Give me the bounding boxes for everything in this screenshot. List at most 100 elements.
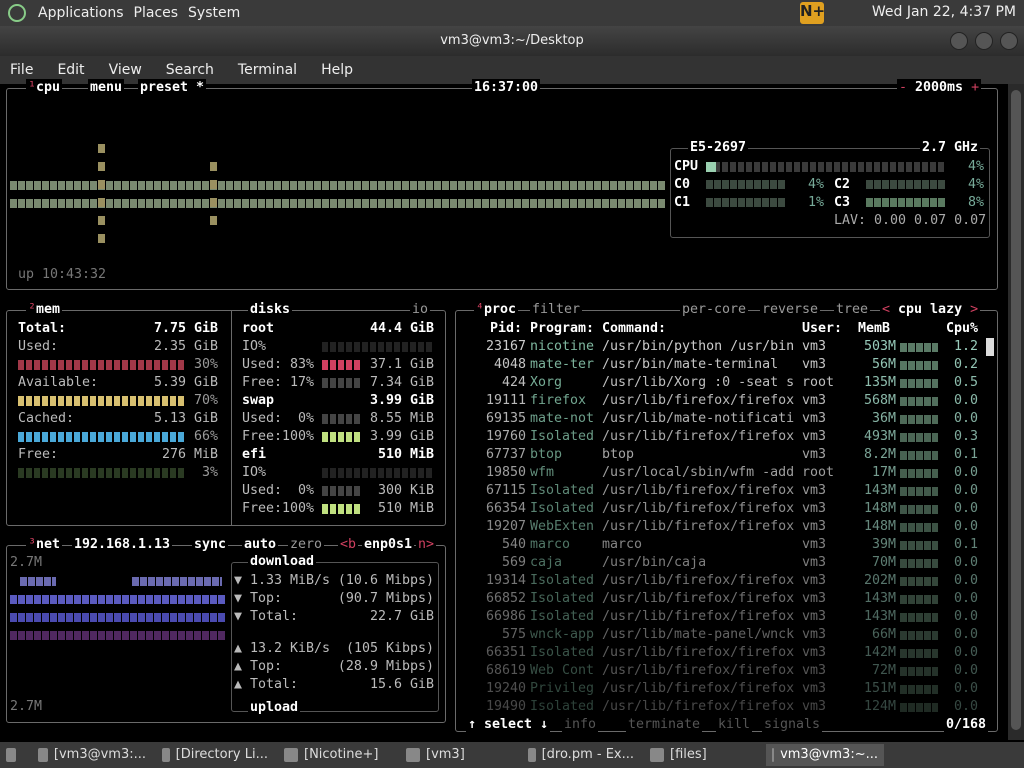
process-row[interactable]: 569 caja/usr/bin/caja vm3 70M 0.0 xyxy=(460,554,990,572)
io-toggle[interactable]: io xyxy=(410,301,431,319)
per-core-toggle[interactable]: per-core xyxy=(680,301,749,319)
proc-title[interactable]: ⁴proc xyxy=(474,301,519,319)
scrollbar-thumb[interactable] xyxy=(1011,90,1021,730)
cpu-interval[interactable]: - 2000ms + xyxy=(897,79,982,97)
show-desktop-button[interactable] xyxy=(0,744,28,766)
nicotine-tray-icon[interactable]: N+ xyxy=(800,2,825,24)
disk-stat-label: Free:100% xyxy=(242,429,315,444)
process-pid: 66852 xyxy=(485,591,526,606)
system-menu[interactable]: System xyxy=(188,5,241,21)
process-row[interactable]: 4048 mate-ter/usr/bin/mate-terminal vm3 56M… xyxy=(460,356,990,374)
menu-help[interactable]: Help xyxy=(321,62,353,78)
select-control[interactable]: ↑ select ↓ xyxy=(466,716,551,734)
process-row[interactable]: 67115 Isolated/usr/lib/firefox/firefox vm3… xyxy=(460,482,990,500)
process-cpu: 0.0 xyxy=(953,555,978,570)
menu-edit[interactable]: Edit xyxy=(57,62,85,78)
window-titlebar[interactable]: vm3@vm3:~/Desktop xyxy=(0,26,1024,56)
taskbar-item[interactable]: [dro.pm - Ex... xyxy=(522,744,640,766)
close-button[interactable] xyxy=(1000,32,1018,50)
process-user: vm3 xyxy=(802,555,827,570)
col-user[interactable]: User: xyxy=(802,321,843,336)
process-command: /usr/lib/firefox/firefox xyxy=(602,501,795,516)
terminal-scrollbar[interactable] xyxy=(1008,84,1024,740)
col-program[interactable]: Program: xyxy=(530,321,595,336)
process-mem: 568M xyxy=(863,393,896,408)
process-row[interactable]: 19240 Privileg/usr/lib/firefox/firefox vm3… xyxy=(460,680,990,698)
col-cpu[interactable]: Cpu% xyxy=(946,321,979,336)
process-row[interactable]: 23167 nicotine/usr/bin/python /usr/bin vm3… xyxy=(460,338,990,356)
process-row[interactable]: 66986 Isolated/usr/lib/firefox/firefox vm3… xyxy=(460,608,990,626)
tree-toggle[interactable]: tree xyxy=(834,301,871,319)
signals-button[interactable]: signals xyxy=(762,716,823,734)
taskbar-item[interactable]: [files] xyxy=(644,744,762,766)
process-row[interactable]: 68619 Web Cont/usr/lib/firefox/firefox vm3… xyxy=(460,662,990,680)
cpu-title[interactable]: ¹cpu xyxy=(26,79,63,97)
info-button[interactable]: info xyxy=(562,716,599,734)
mate-logo-icon[interactable] xyxy=(8,4,26,22)
process-row[interactable]: 19207 WebExten/usr/lib/firefox/firefox vm3… xyxy=(460,518,990,536)
sort-next[interactable]: > xyxy=(970,302,979,317)
process-user: vm3 xyxy=(802,663,827,678)
net-title[interactable]: ³net xyxy=(26,536,63,554)
process-row[interactable]: 575 wnck-app/usr/lib/mate-panel/wnck vm3 66… xyxy=(460,626,990,644)
col-command[interactable]: Command: xyxy=(602,321,667,336)
taskbar-item[interactable]: [Nicotine+] xyxy=(278,744,396,766)
clock[interactable]: Wed Jan 22, 4:37 PM xyxy=(871,4,1016,20)
process-row[interactable]: 66852 Isolated/usr/lib/firefox/firefox vm3… xyxy=(460,590,990,608)
menu-file[interactable]: File xyxy=(10,62,34,78)
process-row[interactable]: 67737 btop btop vm3 8.2M 0.1 xyxy=(460,446,990,464)
interval-increase[interactable]: + xyxy=(971,80,980,95)
interval-decrease[interactable]: - xyxy=(899,80,908,95)
col-pid[interactable]: Pid: xyxy=(490,321,523,336)
sort-prev[interactable]: < xyxy=(882,302,891,317)
disks-title[interactable]: disks xyxy=(248,301,293,319)
taskbar-item[interactable]: [Directory Li... xyxy=(156,744,274,766)
process-row[interactable]: 540 marco marco vm3 39M 0.1 xyxy=(460,536,990,554)
applications-menu[interactable]: Applications xyxy=(38,5,124,21)
taskbar-item[interactable]: vm3@vm3:~... xyxy=(766,744,884,766)
download-stat-label: ▼ 1.33 MiB/s xyxy=(234,573,331,588)
col-mem[interactable]: MemB xyxy=(858,321,891,336)
kill-button[interactable]: kill xyxy=(716,716,753,734)
process-row[interactable]: 424 Xorg/usr/lib/Xorg :0 -seat s root 135M 0… xyxy=(460,374,990,392)
process-row[interactable]: 19760 Isolated/usr/lib/firefox/firefox vm3… xyxy=(460,428,990,446)
taskbar-item[interactable]: [vm3@vm3:... xyxy=(32,744,152,766)
process-row[interactable]: 19490 Isolated/usr/lib/firefox/firefox vm3… xyxy=(460,698,990,716)
process-mem: 56M xyxy=(871,357,896,372)
proc-scrollbar[interactable] xyxy=(986,338,994,356)
cpu-preset-button[interactable]: preset * xyxy=(138,79,207,97)
menu-view[interactable]: View xyxy=(108,62,142,78)
window-icon xyxy=(528,748,536,762)
menu-terminal[interactable]: Terminal xyxy=(237,62,298,78)
reverse-toggle[interactable]: reverse xyxy=(760,301,821,319)
mem-title[interactable]: ²mem xyxy=(26,301,63,319)
net-auto-toggle[interactable]: auto xyxy=(242,536,279,554)
process-row[interactable]: 19111 firefox/usr/lib/firefox/firefox vm3 5… xyxy=(460,392,990,410)
taskbar-item[interactable]: [vm3] xyxy=(400,744,518,766)
menu-search[interactable]: Search xyxy=(165,62,214,78)
disk-meter xyxy=(322,414,362,424)
net-sync-toggle[interactable]: sync xyxy=(192,536,229,554)
process-row[interactable]: 69135 mate-not/usr/lib/mate-notificati vm3… xyxy=(460,410,990,428)
sort-selector[interactable]: < cpu lazy > xyxy=(880,301,981,319)
process-mem: 142M xyxy=(863,645,896,660)
process-row[interactable]: 19850 wfm/usr/local/sbin/wfm -add root 17M 0… xyxy=(460,464,990,482)
terminal[interactable]: ¹cpu menu preset * 16:37:00 - 2000ms + u… xyxy=(0,79,1008,740)
maximize-button[interactable] xyxy=(975,32,993,50)
minimize-button[interactable] xyxy=(950,32,968,50)
process-program: btop xyxy=(530,447,563,462)
net-next-iface[interactable]: n> xyxy=(416,536,437,554)
places-menu[interactable]: Places xyxy=(133,5,179,21)
window-title: vm3@vm3:~/Desktop xyxy=(440,33,584,48)
process-row[interactable]: 19314 Isolated/usr/lib/firefox/firefox vm3… xyxy=(460,572,990,590)
process-row[interactable]: 66354 Isolated/usr/lib/firefox/firefox vm3… xyxy=(460,500,990,518)
terminate-button[interactable]: terminate xyxy=(626,716,703,734)
process-row[interactable]: 66351 Isolated/usr/lib/firefox/firefox vm3… xyxy=(460,644,990,662)
cpu-menu-button[interactable]: menu xyxy=(88,79,125,97)
cpu-total-pct: 4% xyxy=(968,159,985,174)
net-zero-toggle[interactable]: zero xyxy=(288,536,325,554)
disk-stat-value: 3.99 GiB xyxy=(369,429,434,444)
net-prev-iface[interactable]: <b xyxy=(338,536,359,554)
process-pid: 67115 xyxy=(485,483,526,498)
proc-filter[interactable]: filter xyxy=(530,301,583,319)
